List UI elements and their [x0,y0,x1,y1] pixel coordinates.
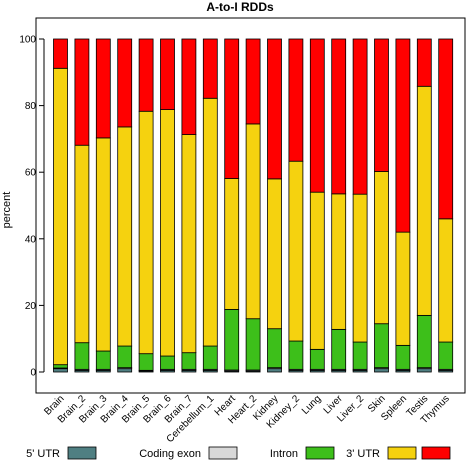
bar-segment-3 [374,323,389,369]
bar-segment-5 [202,38,218,99]
legend-swatch [421,446,451,460]
bar-segment-4 [374,171,389,325]
bar-segment-4 [438,218,454,343]
bar-segment-1 [267,368,282,373]
bar-segment-3 [267,328,282,369]
bar-segment-4 [352,193,368,343]
bar-segment-5 [181,38,197,135]
bar-segment-4 [309,191,325,350]
bar-segment-3 [352,341,368,370]
bar-segment-5 [267,38,282,180]
bar-segment-4 [95,137,111,352]
bar-segment-3 [309,348,325,370]
bar-segment-3 [416,314,432,369]
bar-segment-5 [53,38,68,69]
y-axis-label: percent [1,192,13,229]
bar-segment-3 [138,353,154,371]
bar-segment-3 [53,364,68,369]
y-axis: 0 20 40 60 80 100 [19,35,45,379]
bar-segment-3 [181,352,197,370]
legend: 5' UTR Coding exon Intron 3' UTR [26,446,451,460]
bar-segment-3 [95,350,111,370]
bar-segment-5 [95,38,111,139]
y-tick-label: 20 [25,301,37,312]
legend-swatch [387,446,417,460]
bar-segment-3 [74,342,90,370]
legend-label: Coding exon [139,448,201,460]
bar-segment-3 [202,345,218,370]
x-axis: BrainBrain_2Brain_3Brain_4Brain_5Brain_6… [42,393,451,445]
bar-segment-5 [224,38,240,179]
bar-segment-5 [288,38,304,162]
y-tick-label: 0 [30,368,36,379]
legend-swatch [67,446,97,460]
bar-segment-4 [160,109,175,357]
bar-segment-5 [352,38,368,195]
bars [53,38,454,373]
bar-segment-3 [117,345,133,369]
y-tick-label: 80 [25,101,37,112]
bar-segment-4 [74,144,90,344]
bar-segment-4 [202,97,218,347]
bar-segment-4 [395,231,411,346]
bar-segment-5 [245,38,261,125]
bar-segment-1 [416,368,432,373]
bar-segment-1 [374,368,389,373]
bar-segment-5 [331,38,347,195]
legend-label: 5' UTR [26,448,60,460]
bar-segment-5 [138,38,154,112]
bar-segment-4 [267,178,282,330]
bar-segment-5 [160,38,175,110]
bar-segment-1 [53,368,68,373]
bar-segment-3 [438,341,454,370]
bar-segment-5 [438,38,454,220]
bar-segment-3 [245,318,261,371]
bar-segment-4 [245,123,261,320]
bar-segment-5 [416,38,432,87]
bar-segment-3 [288,340,304,370]
bar-segment-4 [224,178,240,310]
legend-label: Intron [270,448,298,460]
bar-segment-4 [181,134,197,354]
bar-segment-4 [331,193,347,330]
bar-segment-5 [374,38,389,172]
legend-swatch [305,446,335,460]
y-tick-label: 60 [25,168,37,179]
bar-segment-4 [117,126,133,347]
bar-segment-3 [331,328,347,370]
legend-swatch [208,446,238,460]
bar-segment-4 [138,110,154,355]
bar-segment-5 [117,38,133,128]
bar-segment-4 [53,67,68,366]
bar-segment-5 [74,38,90,146]
bar-segment-1 [117,368,133,373]
bar-segment-4 [288,160,304,342]
bar-segment-3 [395,344,411,370]
y-tick-label: 40 [25,234,37,245]
chart-title: A-to-I RDDs [206,0,274,14]
bar-segment-3 [160,355,175,370]
legend-label: 3' UTR [346,448,380,460]
bar-segment-4 [416,85,432,316]
plot-frame [35,17,466,394]
y-tick-label: 100 [19,35,36,46]
bar-segment-5 [309,38,325,193]
bar-segment-3 [224,308,240,371]
bar-segment-5 [395,38,411,233]
x-tick-label: Lung [300,393,324,417]
